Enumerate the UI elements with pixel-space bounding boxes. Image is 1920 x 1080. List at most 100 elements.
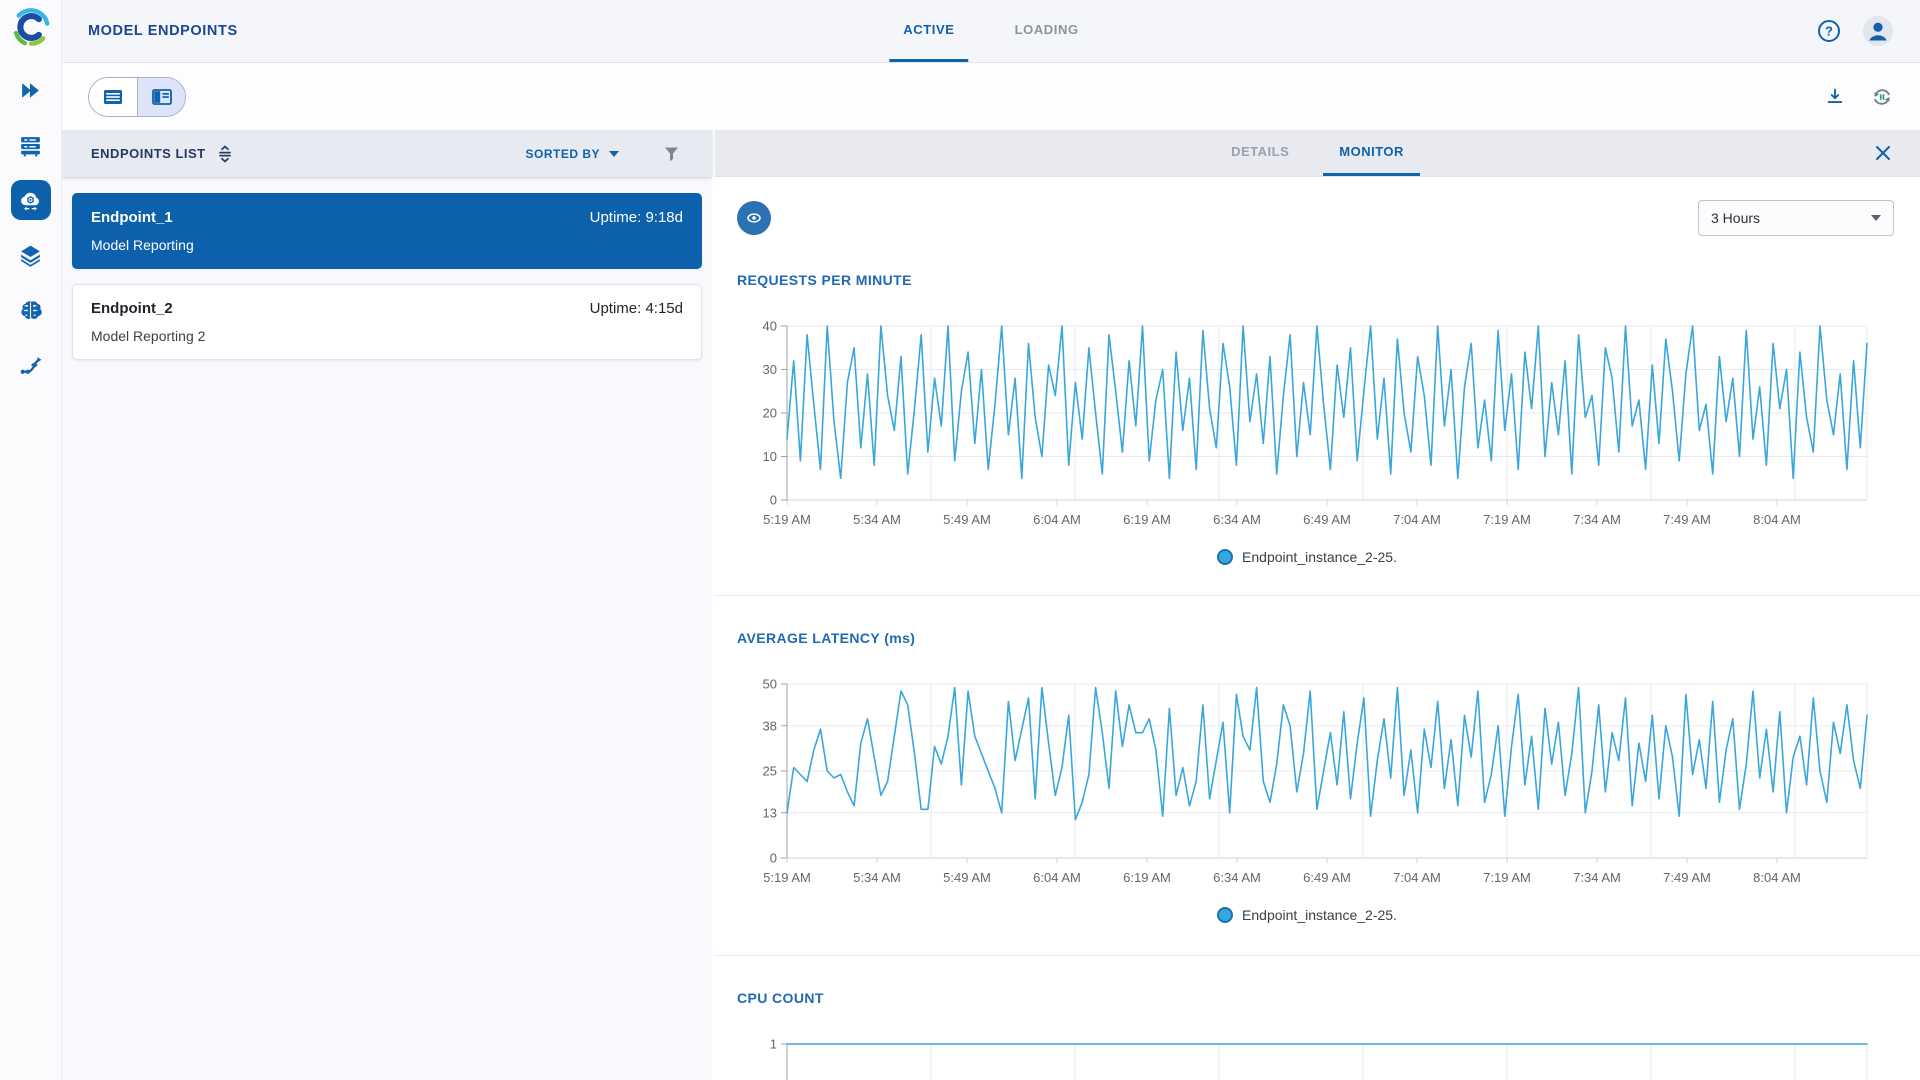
close-panel-button[interactable] <box>1874 130 1892 176</box>
svg-text:1: 1 <box>770 1037 777 1052</box>
svg-text:6:19 AM: 6:19 AM <box>1123 512 1171 527</box>
svg-text:7:34 AM: 7:34 AM <box>1573 870 1621 885</box>
endpoint-card-1[interactable]: Endpoint_1 Uptime: 9:18d Model Reporting <box>72 193 702 269</box>
endpoint-card-2[interactable]: Endpoint_2 Uptime: 4:15d Model Reporting… <box>72 284 702 360</box>
chevron-down-icon <box>609 150 619 157</box>
download-icon <box>1827 88 1843 103</box>
svg-text:20: 20 <box>763 406 777 421</box>
tab-loading[interactable]: LOADING <box>1014 22 1079 37</box>
svg-text:?: ? <box>1825 24 1833 39</box>
table-view-button[interactable] <box>89 77 137 116</box>
user-avatar-icon <box>1863 16 1893 46</box>
topbar-tabs: ACTIVE LOADING <box>873 0 1108 62</box>
layers-icon <box>21 245 40 267</box>
chart-legend[interactable]: Endpoint_instance_2-25. <box>737 907 1877 923</box>
eye-icon <box>747 213 761 223</box>
time-range-value: 3 Hours <box>1711 210 1761 226</box>
svg-text:6:49 AM: 6:49 AM <box>1303 870 1351 885</box>
svg-text:6:34 AM: 6:34 AM <box>1213 512 1261 527</box>
svg-text:5:19 AM: 5:19 AM <box>763 512 811 527</box>
endpoints-list-panel: ENDPOINTS LIST SORTED BY <box>62 130 712 1080</box>
svg-text:7:19 AM: 7:19 AM <box>1483 870 1531 885</box>
average-latency-chart: 50 38 25 13 0 5:19 AM 5:34 AM 5:49 AM 6:04 AM 6:1… <box>763 677 1868 885</box>
svg-text:6:04 AM: 6:04 AM <box>1033 512 1081 527</box>
svg-text:5:19 AM: 5:19 AM <box>763 870 811 885</box>
monitor-content: 3 Hours REQUESTS PER MINUTE 40 30 20 10 0 5:1… <box>715 177 1920 1080</box>
tab-monitor[interactable]: MONITOR <box>1323 130 1420 176</box>
chart-title-cpu: CPU COUNT <box>737 990 824 1006</box>
svg-text:6:49 AM: 6:49 AM <box>1303 512 1351 527</box>
svg-text:8:04 AM: 8:04 AM <box>1753 512 1801 527</box>
table-view-icon <box>104 89 122 104</box>
double-chevron-right-icon <box>22 82 39 98</box>
endpoints-list-header: ENDPOINTS LIST SORTED BY <box>62 130 712 177</box>
filter-button[interactable] <box>663 145 680 162</box>
help-button[interactable]: ? <box>1816 18 1842 44</box>
endpoint-uptime: Uptime: 4:15d <box>589 300 683 317</box>
svg-text:38: 38 <box>763 718 777 733</box>
cloud-gear-icon <box>21 192 39 211</box>
endpoint-name: Endpoint_2 <box>91 300 173 317</box>
endpoints-list-title: ENDPOINTS LIST <box>91 146 206 161</box>
svg-text:5:49 AM: 5:49 AM <box>943 512 991 527</box>
visibility-toggle-button[interactable] <box>737 201 771 235</box>
legend-series-label: Endpoint_instance_2-25. <box>1242 549 1397 565</box>
server-rack-icon <box>21 136 40 156</box>
tab-active[interactable]: ACTIVE <box>889 0 969 62</box>
svg-text:7:49 AM: 7:49 AM <box>1663 870 1711 885</box>
svg-text:6:04 AM: 6:04 AM <box>1033 870 1081 885</box>
endpoints-cards: Endpoint_1 Uptime: 9:18d Model Reporting… <box>62 177 712 360</box>
svg-text:5:34 AM: 5:34 AM <box>853 512 901 527</box>
endpoint-description: Model Reporting <box>91 237 194 253</box>
time-range-dropdown[interactable]: 3 Hours <box>1698 200 1894 236</box>
split-view-icon <box>151 88 172 105</box>
svg-text:5:49 AM: 5:49 AM <box>943 870 991 885</box>
chart-title-requests: REQUESTS PER MINUTE <box>737 272 912 288</box>
svg-text:7:34 AM: 7:34 AM <box>1573 512 1621 527</box>
download-button[interactable] <box>1824 86 1846 108</box>
requests-per-minute-chart: 40 30 20 10 0 5:19 AM 5:34 AM 5:49 AM 6:04 AM 6:1… <box>763 319 1868 527</box>
chart-legend[interactable]: Endpoint_instance_2-25. <box>737 549 1877 565</box>
nav-registered-models-item[interactable] <box>11 235 51 275</box>
sort-order-button[interactable] <box>216 144 234 163</box>
topbar: MODEL ENDPOINTS ACTIVE LOADING ? <box>62 0 1920 63</box>
split-view-button[interactable] <box>137 77 185 116</box>
svg-text:50: 50 <box>763 677 777 692</box>
cloudera-logo-icon[interactable] <box>10 6 52 48</box>
svg-text:6:34 AM: 6:34 AM <box>1213 870 1261 885</box>
legend-series-dot <box>1217 549 1234 565</box>
section-divider <box>715 595 1920 596</box>
nav-workbench-item[interactable] <box>11 125 51 165</box>
monitor-tabs-bar: DETAILS MONITOR <box>715 130 1920 177</box>
help-icon: ? <box>1818 20 1840 42</box>
svg-text:5:34 AM: 5:34 AM <box>853 870 901 885</box>
svg-text:7:19 AM: 7:19 AM <box>1483 512 1531 527</box>
section-divider <box>715 955 1920 956</box>
sorted-by-dropdown[interactable]: SORTED BY <box>525 147 619 161</box>
svg-text:8:04 AM: 8:04 AM <box>1753 870 1801 885</box>
auto-refresh-paused-icon <box>1874 88 1890 105</box>
user-menu-button[interactable] <box>1862 15 1894 47</box>
svg-text:40: 40 <box>763 319 777 334</box>
filter-funnel-icon <box>665 147 678 162</box>
svg-text:7:04 AM: 7:04 AM <box>1393 870 1441 885</box>
svg-text:13: 13 <box>763 805 777 820</box>
page-title: MODEL ENDPOINTS <box>88 23 238 39</box>
tab-details[interactable]: DETAILS <box>1231 144 1290 159</box>
nav-expand-item[interactable] <box>11 70 51 110</box>
close-icon <box>1876 146 1890 160</box>
auto-refresh-button[interactable] <box>1870 85 1894 109</box>
chevron-down-icon <box>1871 215 1881 221</box>
brain-icon <box>21 300 42 319</box>
nav-ai-studios-item[interactable] <box>11 290 51 330</box>
svg-text:0: 0 <box>770 851 777 866</box>
sorted-by-label: SORTED BY <box>525 146 600 161</box>
endpoint-description: Model Reporting 2 <box>91 328 206 344</box>
legend-series-label: Endpoint_instance_2-25. <box>1242 907 1397 923</box>
svg-text:10: 10 <box>763 449 777 464</box>
nav-model-endpoints-item[interactable] <box>10 180 51 220</box>
view-toggle <box>88 76 186 117</box>
cpu-count-chart: 15:19 AM5:34 AM5:49 AM6:04 AM6:19 AM6:34… <box>770 1037 1868 1080</box>
nav-pipelines-item[interactable] <box>11 345 51 385</box>
